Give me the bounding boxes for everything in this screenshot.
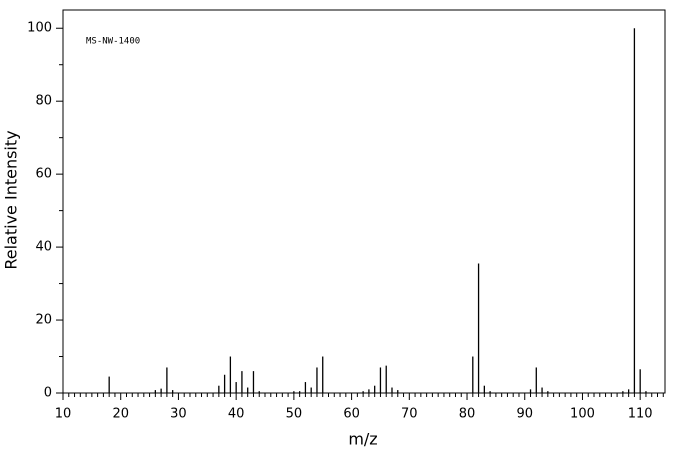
x-tick-label: 110	[628, 407, 653, 422]
y-tick-label: 60	[35, 167, 52, 182]
x-tick-label: 20	[112, 407, 129, 422]
x-tick-label: 60	[343, 407, 360, 422]
x-tick-label: 10	[55, 407, 72, 422]
plot-frame	[62, 9, 666, 394]
y-tick-label: 20	[35, 313, 52, 328]
annotation: MS-NW-1400	[86, 37, 140, 47]
y-tick-label: 40	[35, 240, 52, 255]
y-axis-label: Relative Intensity	[2, 130, 21, 269]
x-axis-label: m/z	[348, 430, 377, 449]
x-tick-label: 40	[228, 407, 245, 422]
x-tick-label: 50	[286, 407, 303, 422]
x-tick-label: 80	[459, 407, 476, 422]
y-tick-label: 100	[27, 21, 52, 36]
x-tick-label: 70	[401, 407, 418, 422]
y-tick-label: 0	[44, 386, 52, 401]
x-tick-label: 100	[570, 407, 595, 422]
y-tick-label: 80	[35, 94, 52, 109]
x-tick-label: 90	[516, 407, 533, 422]
x-tick-label: 30	[170, 407, 187, 422]
